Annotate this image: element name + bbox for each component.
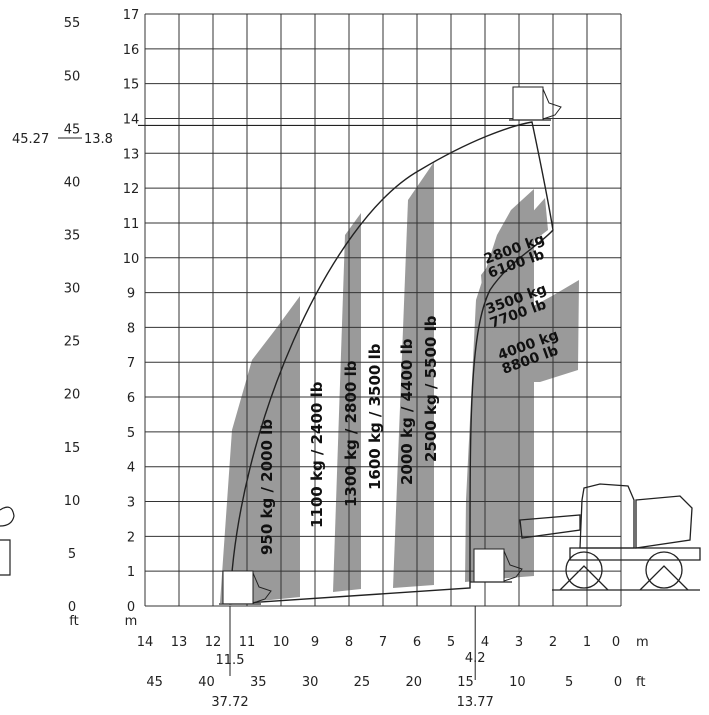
x-ft-tick-label: 25 (354, 675, 371, 690)
x-m-tick-label: 10 (273, 635, 290, 650)
y-m-tick-label: 16 (123, 43, 140, 58)
y-ft-tick-label: 35 (64, 229, 81, 244)
y-ft-tick-label: 40 (64, 175, 81, 190)
telehandler (519, 483, 701, 591)
load-band-shade (393, 162, 434, 588)
x-m-tick-label: 8 (345, 635, 353, 650)
fork-top-arm (542, 88, 562, 120)
x-m-tick-label: 11 (239, 635, 256, 650)
axis-labels: 0123456789101112131415161705101520253035… (12, 8, 649, 710)
y-m-tick-label: 12 (123, 182, 140, 197)
x-m-tick-label: 2 (549, 635, 557, 650)
fork-top-box (512, 86, 544, 121)
band-label: 1300 kg / 2800 lb (342, 360, 360, 507)
y-m-tick-label: 5 (127, 426, 135, 441)
band-label: 2500 kg / 5500 lb (422, 315, 440, 462)
reach-marker-ft: 37.72 (211, 695, 248, 710)
y-m-tick-label: 4 (127, 461, 135, 476)
y-m-tick-label: 11 (123, 217, 140, 232)
reach-marker-m: 4.2 (465, 651, 486, 666)
x-m-tick-label: 12 (205, 635, 222, 650)
telehandler-stabilizers (559, 565, 689, 591)
reach-marker-m: 11.5 (216, 653, 245, 668)
y-ft-tick-label: 10 (64, 494, 81, 509)
fork-near-arm (503, 550, 523, 582)
x-m-tick-label: 4 (481, 635, 489, 650)
load-band-shade (333, 213, 361, 592)
y-m-tick-label: 9 (127, 287, 135, 302)
telehandler-boom (519, 514, 581, 539)
y-ft-tick-label: 45 (64, 122, 81, 137)
x-m-tick-label: 9 (311, 635, 319, 650)
band-label: 2000 kg / 4400 lb (398, 338, 416, 485)
y-m-tick-label: 17 (123, 8, 140, 23)
y-m-tick-label: 0 (127, 600, 135, 615)
y-ft-tick-label: 30 (64, 282, 81, 297)
x-m-tick-label: 5 (447, 635, 455, 650)
x-m-tick-label: 13 (171, 635, 188, 650)
load-band-shade (481, 198, 548, 288)
reach-marker-ft: 13.77 (457, 695, 494, 710)
x-ft-tick-label: 20 (405, 675, 422, 690)
telehandler-engine (635, 495, 693, 549)
x-ft-unit: ft (636, 675, 645, 690)
y-ft-tick-label: 50 (64, 69, 81, 84)
band-label: 1100 kg / 2400 lb (308, 381, 326, 528)
y-m-tick-label: 2 (127, 530, 135, 545)
band-label: 950 kg / 2000 lb (258, 419, 276, 555)
y-m-tick-label: 3 (127, 496, 135, 511)
envelope-outline (138, 121, 554, 605)
y-m-tick-label: 10 (123, 252, 140, 267)
y-m-tick-label: 13 (123, 147, 140, 162)
x-m-tick-label: 3 (515, 635, 523, 650)
x-m-tick-label: 7 (379, 635, 387, 650)
fork-far-box (222, 570, 254, 605)
y-m-tick-label: 14 (123, 112, 140, 127)
x-m-tick-label: 1 (583, 635, 591, 650)
y-ft-tick-label: 15 (64, 441, 81, 456)
x-ft-tick-label: 35 (250, 675, 267, 690)
x-m-unit: m (636, 635, 649, 650)
y-m-unit: m (125, 614, 138, 629)
max-height-m: 13.8 (84, 132, 113, 147)
x-ft-tick-label: 0 (614, 675, 622, 690)
y-m-tick-label: 15 (123, 78, 140, 93)
y-ft-tick-label: 0 (68, 600, 76, 615)
x-ft-tick-label: 5 (565, 675, 573, 690)
x-ft-tick-label: 45 (146, 675, 163, 690)
y-ft-tick-label: 5 (68, 547, 76, 562)
y-ft-tick-label: 25 (64, 335, 81, 350)
y-m-tick-label: 8 (127, 321, 135, 336)
band-label: 1600 kg / 3500 lb (366, 343, 384, 490)
envelope-path (229, 121, 554, 605)
telehandler-chassis (569, 547, 701, 561)
x-ft-tick-label: 10 (509, 675, 526, 690)
y-ft-unit: ft (69, 614, 78, 629)
load-band-shade (481, 280, 579, 382)
x-ft-tick-label: 40 (198, 675, 215, 690)
x-m-tick-label: 6 (413, 635, 421, 650)
max-height-ft: 45.27 (12, 132, 49, 147)
fork-far-arm (252, 572, 272, 604)
machine-drawing (0, 86, 701, 605)
x-m-tick-label: 14 (137, 635, 154, 650)
left-edge-sketch (0, 506, 15, 576)
x-ft-tick-label: 15 (457, 675, 474, 690)
y-m-tick-label: 1 (127, 565, 135, 580)
y-ft-tick-label: 20 (64, 388, 81, 403)
y-m-tick-label: 7 (127, 356, 135, 371)
fork-near-box (473, 548, 505, 583)
x-m-tick-label: 0 (612, 635, 620, 650)
telehandler-cab (579, 483, 635, 549)
y-m-tick-label: 6 (127, 391, 135, 406)
y-ft-tick-label: 55 (64, 16, 81, 31)
x-ft-tick-label: 30 (302, 675, 319, 690)
telehandler-wheel-rear (645, 551, 683, 589)
telehandler-wheel-front (565, 551, 603, 589)
